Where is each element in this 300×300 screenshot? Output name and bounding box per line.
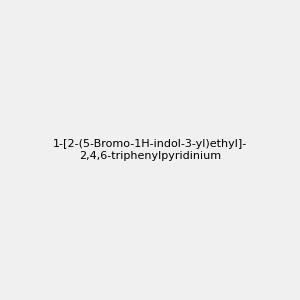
Text: 1-[2-(5-Bromo-1H-indol-3-yl)ethyl]-
2,4,6-triphenylpyridinium: 1-[2-(5-Bromo-1H-indol-3-yl)ethyl]- 2,4,… (53, 139, 247, 161)
